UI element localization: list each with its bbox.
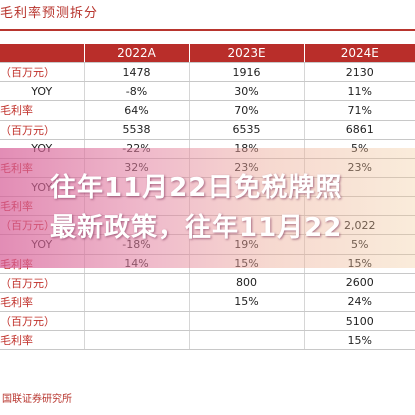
table-cell: 800 [188, 273, 304, 293]
watermark-line: 往年11月22日免税牌照 [50, 173, 343, 203]
table-row: 毛利率 64% 70% 71% [0, 100, 415, 121]
header-cell: 2022A [83, 44, 189, 64]
table-cell: 1916 [188, 62, 304, 83]
table-cell: 64% [83, 100, 189, 121]
table-row: （百万元） 800 2600 [0, 273, 415, 293]
table-cell [83, 273, 189, 293]
table-row: YOY -8% 30% 11% [0, 81, 415, 102]
title-divider [0, 29, 415, 31]
table-cell: -8% [83, 81, 189, 102]
table-row: （百万元） 1478 1916 2130 [0, 62, 415, 83]
table-cell: 6861 [303, 120, 415, 140]
table-header-row: 2022A 2023E 2024E [0, 44, 415, 64]
table-cell: 5538 [83, 120, 189, 140]
table-cell: 24% [303, 292, 415, 312]
table-cell: 2600 [303, 273, 415, 293]
row-label: 毛利率 [0, 330, 84, 351]
row-label: 毛利率 [0, 100, 84, 121]
row-label: （百万元） [0, 62, 84, 83]
table-cell: 15% [188, 292, 304, 312]
table-cell: 6535 [188, 120, 304, 140]
watermark-band [0, 148, 415, 268]
table-cell: 70% [188, 100, 304, 121]
row-label: （百万元） [0, 311, 84, 332]
page-title: 毛利率预测拆分 [0, 6, 99, 21]
table-cell: 15% [303, 330, 415, 351]
table-cell [83, 292, 189, 312]
table-cell: 71% [303, 100, 415, 121]
row-label: YOY [0, 81, 84, 102]
table-cell: 2130 [303, 62, 415, 83]
row-label: （百万元） [0, 120, 84, 140]
header-cell: 2023E [188, 44, 304, 64]
table-cell [188, 330, 304, 351]
table-cell [83, 311, 189, 332]
table-cell: 30% [188, 81, 304, 102]
table-row: （百万元） 5100 [0, 311, 415, 332]
source-note: 国联证券研究所 [2, 394, 72, 405]
table-row: （百万元） 5538 6535 6861 [0, 120, 415, 140]
table-cell [83, 330, 189, 351]
table-cell [188, 311, 304, 332]
row-label: （百万元） [0, 273, 84, 293]
header-cell [0, 44, 84, 64]
watermark-line: 最新政策，往年11月22 [50, 213, 343, 243]
table-row: 毛利率 15% 24% [0, 292, 415, 312]
row-label: 毛利率 [0, 292, 84, 312]
table-row: 毛利率 15% [0, 330, 415, 351]
table-cell: 11% [303, 81, 415, 102]
header-cell: 2024E [303, 44, 415, 64]
table-cell: 5100 [303, 311, 415, 332]
table-cell: 1478 [83, 62, 189, 83]
watermark-headline: 往年11月22日免税牌照 最新政策，往年11月22 [50, 168, 410, 248]
